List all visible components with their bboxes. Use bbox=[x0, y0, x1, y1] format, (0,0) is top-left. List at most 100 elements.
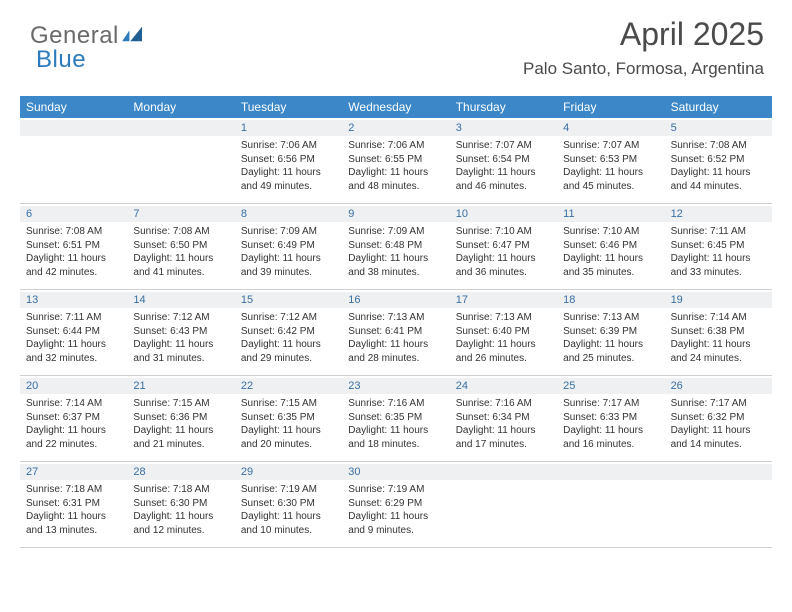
day-number-band: 27 bbox=[20, 464, 127, 480]
daylight-line: Daylight: 11 hours and 29 minutes. bbox=[241, 338, 336, 365]
day-number: 20 bbox=[26, 380, 38, 392]
day-cell: 10 Sunrise: 7:10 AMSunset: 6:47 PMDayligh… bbox=[450, 204, 557, 290]
day-number: 27 bbox=[26, 466, 38, 478]
daylight-line: Daylight: 11 hours and 17 minutes. bbox=[456, 424, 551, 451]
sunrise-line: Sunrise: 7:16 AM bbox=[456, 397, 551, 411]
day-cell: 24 Sunrise: 7:16 AMSunset: 6:34 PMDayligh… bbox=[450, 376, 557, 462]
daylight-line: Daylight: 11 hours and 31 minutes. bbox=[133, 338, 228, 365]
page-title: April 2025 bbox=[523, 16, 764, 53]
day-body: Sunrise: 7:09 AMSunset: 6:48 PMDaylight:… bbox=[348, 225, 443, 279]
daylight-line: Daylight: 11 hours and 42 minutes. bbox=[26, 252, 121, 279]
sunset-line: Sunset: 6:52 PM bbox=[671, 153, 766, 167]
daylight-line: Daylight: 11 hours and 36 minutes. bbox=[456, 252, 551, 279]
day-cell: 29Sunrise: 7:19 AMSunset: 6:30 PMDayligh… bbox=[235, 462, 342, 548]
sunset-line: Sunset: 6:35 PM bbox=[241, 411, 336, 425]
sunset-line: Sunset: 6:29 PM bbox=[348, 497, 443, 511]
day-number: 11 bbox=[563, 208, 574, 220]
sunset-line: Sunset: 6:41 PM bbox=[348, 325, 443, 339]
day-number-band: 25 bbox=[557, 378, 664, 394]
day-body: Sunrise: 7:16 AMSunset: 6:34 PMDaylight:… bbox=[456, 397, 551, 451]
day-cell: 17Sunrise: 7:13 AMSunset: 6:40 PMDayligh… bbox=[450, 290, 557, 376]
sunrise-line: Sunrise: 7:08 AM bbox=[26, 225, 121, 239]
day-number: 17 bbox=[456, 294, 468, 306]
day-cell: 18 Sunrise: 7:13 AMSunset: 6:39 PMDayligh… bbox=[557, 290, 664, 376]
day-cell: 25Sunrise: 7:17 AMSunset: 6:33 PMDayligh… bbox=[557, 376, 664, 462]
day-number-band: 10 bbox=[450, 206, 557, 222]
sunrise-line: Sunrise: 7:13 AM bbox=[348, 311, 443, 325]
day-number: 14 bbox=[133, 294, 145, 306]
day-number: 18 bbox=[563, 294, 575, 306]
daylight-line: Daylight: 11 hours and 41 minutes. bbox=[133, 252, 228, 279]
day-number-band: 16 bbox=[342, 292, 449, 308]
day-body: Sunrise: 7:18 AMSunset: 6:31 PMDaylight:… bbox=[26, 483, 121, 537]
day-number-band: 1 bbox=[235, 120, 342, 136]
day-number-band: 8 bbox=[235, 206, 342, 222]
day-cell: 26Sunrise: 7:17 AMSunset: 6:32 PMDayligh… bbox=[665, 376, 772, 462]
day-number-band: 9 bbox=[342, 206, 449, 222]
day-body: Sunrise: 7:10 AMSunset: 6:47 PMDaylight:… bbox=[456, 225, 551, 279]
day-number-band-empty bbox=[450, 464, 557, 480]
day-body: Sunrise: 7:08 AMSunset: 6:52 PMDaylight:… bbox=[671, 139, 766, 193]
sunset-line: Sunset: 6:37 PM bbox=[26, 411, 121, 425]
sunrise-line: Sunrise: 7:07 AM bbox=[563, 139, 658, 153]
daylight-line: Daylight: 11 hours and 12 minutes. bbox=[133, 510, 228, 537]
sunrise-line: Sunrise: 7:18 AM bbox=[133, 483, 228, 497]
sunset-line: Sunset: 6:38 PM bbox=[671, 325, 766, 339]
day-number: 5 bbox=[671, 122, 677, 134]
sunset-line: Sunset: 6:35 PM bbox=[348, 411, 443, 425]
weekday-header-cell: Thursday bbox=[450, 96, 557, 118]
day-number: 30 bbox=[348, 466, 360, 478]
day-number: 29 bbox=[241, 466, 253, 478]
title-block: April 2025 Palo Santo, Formosa, Argentin… bbox=[523, 16, 764, 79]
day-body: Sunrise: 7:11 AMSunset: 6:45 PMDaylight:… bbox=[671, 225, 766, 279]
day-cell: 23Sunrise: 7:16 AMSunset: 6:35 PMDayligh… bbox=[342, 376, 449, 462]
day-cell: 4Sunrise: 7:07 AMSunset: 6:53 PMDaylight… bbox=[557, 118, 664, 204]
day-number: 4 bbox=[563, 122, 569, 134]
page-subtitle: Palo Santo, Formosa, Argentina bbox=[523, 59, 764, 79]
day-cell-empty bbox=[20, 118, 127, 204]
day-cell: 28Sunrise: 7:18 AMSunset: 6:30 PMDayligh… bbox=[127, 462, 234, 548]
sunset-line: Sunset: 6:46 PM bbox=[563, 239, 658, 253]
day-number-band: 5 bbox=[665, 120, 772, 136]
day-number-band: 13 bbox=[20, 292, 127, 308]
sunset-line: Sunset: 6:56 PM bbox=[241, 153, 336, 167]
sunset-line: Sunset: 6:39 PM bbox=[563, 325, 658, 339]
sunrise-line: Sunrise: 7:14 AM bbox=[671, 311, 766, 325]
sunset-line: Sunset: 6:33 PM bbox=[563, 411, 658, 425]
day-number-band-empty bbox=[665, 464, 772, 480]
sunrise-line: Sunrise: 7:07 AM bbox=[456, 139, 551, 153]
day-number-band: 11 bbox=[557, 206, 664, 222]
day-cell: 6Sunrise: 7:08 AMSunset: 6:51 PMDaylight… bbox=[20, 204, 127, 290]
weekday-header-cell: Sunday bbox=[20, 96, 127, 118]
daylight-line: Daylight: 11 hours and 22 minutes. bbox=[26, 424, 121, 451]
day-number: 7 bbox=[133, 208, 139, 220]
day-cell-empty bbox=[665, 462, 772, 548]
day-body: Sunrise: 7:19 AMSunset: 6:29 PMDaylight:… bbox=[348, 483, 443, 537]
day-body: Sunrise: 7:13 AMSunset: 6:39 PMDaylight:… bbox=[563, 311, 658, 365]
day-body: Sunrise: 7:17 AMSunset: 6:32 PMDaylight:… bbox=[671, 397, 766, 451]
daylight-line: Daylight: 11 hours and 13 minutes. bbox=[26, 510, 121, 537]
weekday-header-cell: Friday bbox=[557, 96, 664, 118]
day-cell: 7Sunrise: 7:08 AMSunset: 6:50 PMDaylight… bbox=[127, 204, 234, 290]
day-number-band: 29 bbox=[235, 464, 342, 480]
daylight-line: Daylight: 11 hours and 21 minutes. bbox=[133, 424, 228, 451]
day-cell: 15Sunrise: 7:12 AMSunset: 6:42 PMDayligh… bbox=[235, 290, 342, 376]
day-number: 19 bbox=[671, 294, 683, 306]
day-body: Sunrise: 7:15 AMSunset: 6:36 PMDaylight:… bbox=[133, 397, 228, 451]
day-number: 13 bbox=[26, 294, 38, 306]
day-number: 9 bbox=[348, 208, 354, 220]
sunset-line: Sunset: 6:49 PM bbox=[241, 239, 336, 253]
day-number: 22 bbox=[241, 380, 253, 392]
day-number: 24 bbox=[456, 380, 468, 392]
day-body: Sunrise: 7:06 AMSunset: 6:56 PMDaylight:… bbox=[241, 139, 336, 193]
day-number-band: 6 bbox=[20, 206, 127, 222]
day-body: Sunrise: 7:10 AMSunset: 6:46 PMDaylight:… bbox=[563, 225, 658, 279]
day-cell-empty bbox=[450, 462, 557, 548]
day-number-band: 12 bbox=[665, 206, 772, 222]
week-row: 13Sunrise: 7:11 AMSunset: 6:44 PMDayligh… bbox=[20, 290, 772, 376]
daylight-line: Daylight: 11 hours and 10 minutes. bbox=[241, 510, 336, 537]
day-number: 15 bbox=[241, 294, 253, 306]
day-number-band: 7 bbox=[127, 206, 234, 222]
sunrise-line: Sunrise: 7:14 AM bbox=[26, 397, 121, 411]
day-cell-empty bbox=[127, 118, 234, 204]
